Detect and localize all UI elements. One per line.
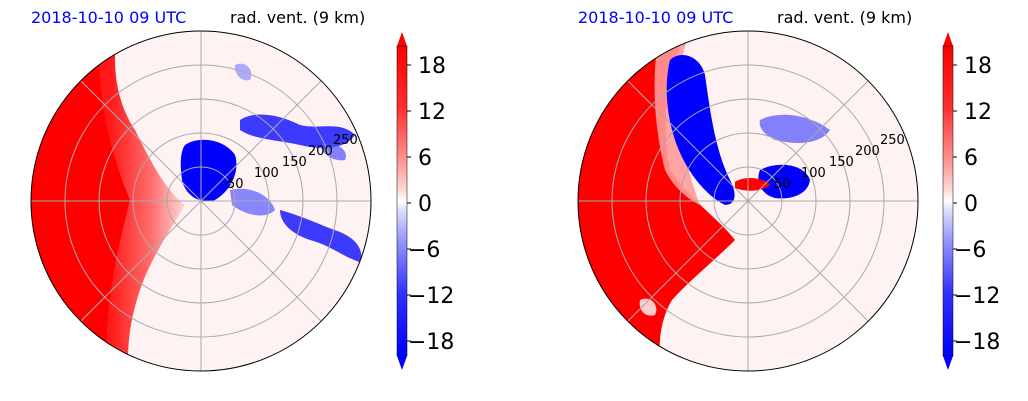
panel-2-negative-band (666, 55, 735, 205)
panel-2-cb-tick-neg6: −6 (954, 238, 986, 263)
panel-1-cb-tick-18: 18 (418, 54, 446, 79)
panel-2-cb-tick-18: 18 (964, 54, 992, 79)
panel-1-negative-patch (230, 188, 275, 216)
panel-2-ring-label-150: 150 (829, 155, 854, 170)
panel-1-colorbar: 18 12 6 0 −6 −12 −18 (396, 32, 454, 370)
panel-2-map: 50 100 150 200 250 (577, 30, 919, 372)
panel-1-ring-label-100: 100 (254, 166, 279, 181)
panel-1-ring-label-200: 200 (308, 144, 333, 159)
panel-2-cb-tick-neg12: −12 (954, 284, 1000, 309)
panel-1-cb-tick-6: 6 (418, 146, 432, 171)
panel-1-map: 50 100 150 200 250 (30, 30, 372, 372)
panel-2-field-label: rad. vent. (9 km) (777, 8, 913, 27)
panel-2-ring-label-250: 250 (880, 133, 905, 148)
panel-2-negative-core (758, 164, 810, 199)
panel-2-cb-tick-neg18: −18 (954, 330, 1000, 355)
panel-2-positive-velocity-region (578, 31, 735, 371)
panel-1-negative-band-ne (240, 114, 355, 148)
panel-2-ring-label-100: 100 (801, 166, 826, 181)
panel-2-cb-tick-12: 12 (964, 100, 992, 125)
panel-1-outline (30, 30, 372, 372)
panel-2-cb-tick-6: 6 (964, 146, 978, 171)
panel-1-negative-velocity-core (180, 139, 237, 202)
panel-1-time-label: 2018-10-10 09 UTC (31, 8, 187, 27)
panel-1-ring-label-250: 250 (333, 133, 358, 148)
panel-2-cb-tick-0: 0 (964, 192, 978, 217)
panel-2-ring-label-200: 200 (855, 144, 880, 159)
panel-1-ring-label-150: 150 (282, 155, 307, 170)
panel-1-ring-label-50: 50 (227, 177, 244, 192)
panel-2-outline (577, 30, 919, 372)
panel-1-cb-tick-0: 0 (418, 192, 432, 217)
panel-1-cb-tick-neg12: −12 (408, 284, 454, 309)
panel-1-cb-tick-neg18: −18 (408, 330, 454, 355)
panel-1-cb-tick-neg6: −6 (408, 238, 440, 263)
panel-2-radial-grid (578, 31, 918, 371)
panel-1-radial-grid (31, 31, 371, 371)
panel-1-field-label: rad. vent. (9 km) (230, 8, 366, 27)
panel-2-colorbar: 18 12 6 0 −6 −12 −18 (942, 32, 1000, 370)
panel-2-ring-label-50: 50 (774, 177, 791, 192)
panel-1-cb-tick-12: 12 (418, 100, 446, 125)
panel-2-time-label: 2018-10-10 09 UTC (578, 8, 734, 27)
